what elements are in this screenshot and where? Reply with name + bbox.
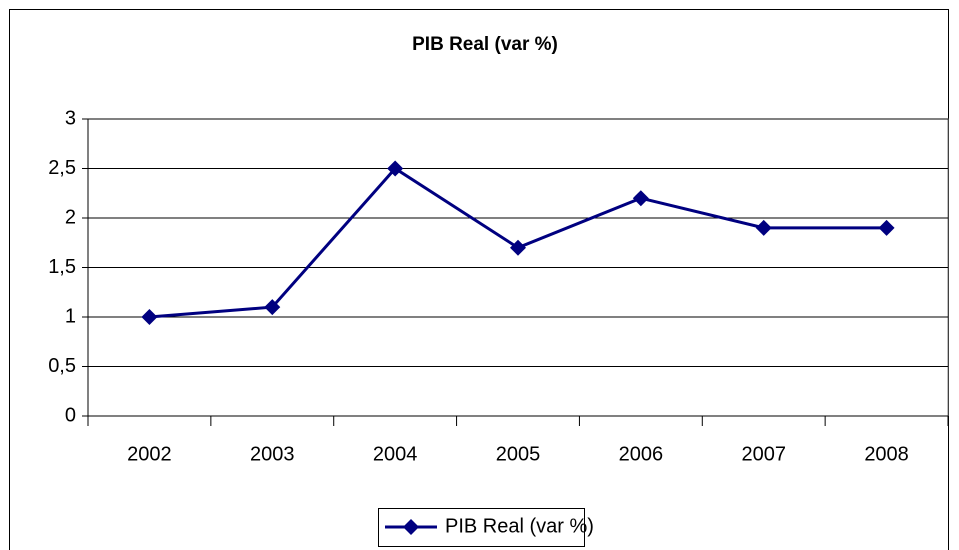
- y-tick-label: 1: [65, 305, 76, 327]
- chart-title: PIB Real (var %): [412, 34, 558, 55]
- y-tick-label: 2: [65, 206, 76, 228]
- legend-label: PIB Real (var %): [445, 515, 594, 537]
- data-point: [878, 219, 895, 236]
- y-tick-label: 2,5: [48, 157, 76, 179]
- x-tick-label: 2008: [864, 443, 909, 465]
- data-point: [510, 239, 526, 256]
- data-point: [387, 160, 404, 177]
- legend-marker: [403, 519, 419, 535]
- x-tick-label: 2005: [496, 443, 541, 465]
- data-point: [264, 299, 281, 316]
- x-tick-label: 2002: [127, 443, 172, 465]
- x-tick-label: 2007: [741, 443, 786, 465]
- data-point: [755, 219, 772, 236]
- y-tick-label: 0: [65, 404, 76, 426]
- y-tick-label: 0,5: [48, 355, 76, 377]
- x-tick-label: 2004: [373, 443, 418, 465]
- x-tick-label: 2003: [250, 443, 295, 465]
- data-point: [141, 309, 158, 325]
- y-tick-label: 3: [65, 107, 76, 129]
- x-tick-label: 2006: [619, 443, 664, 465]
- data-point: [632, 190, 649, 207]
- y-tick-label: 1,5: [48, 256, 76, 278]
